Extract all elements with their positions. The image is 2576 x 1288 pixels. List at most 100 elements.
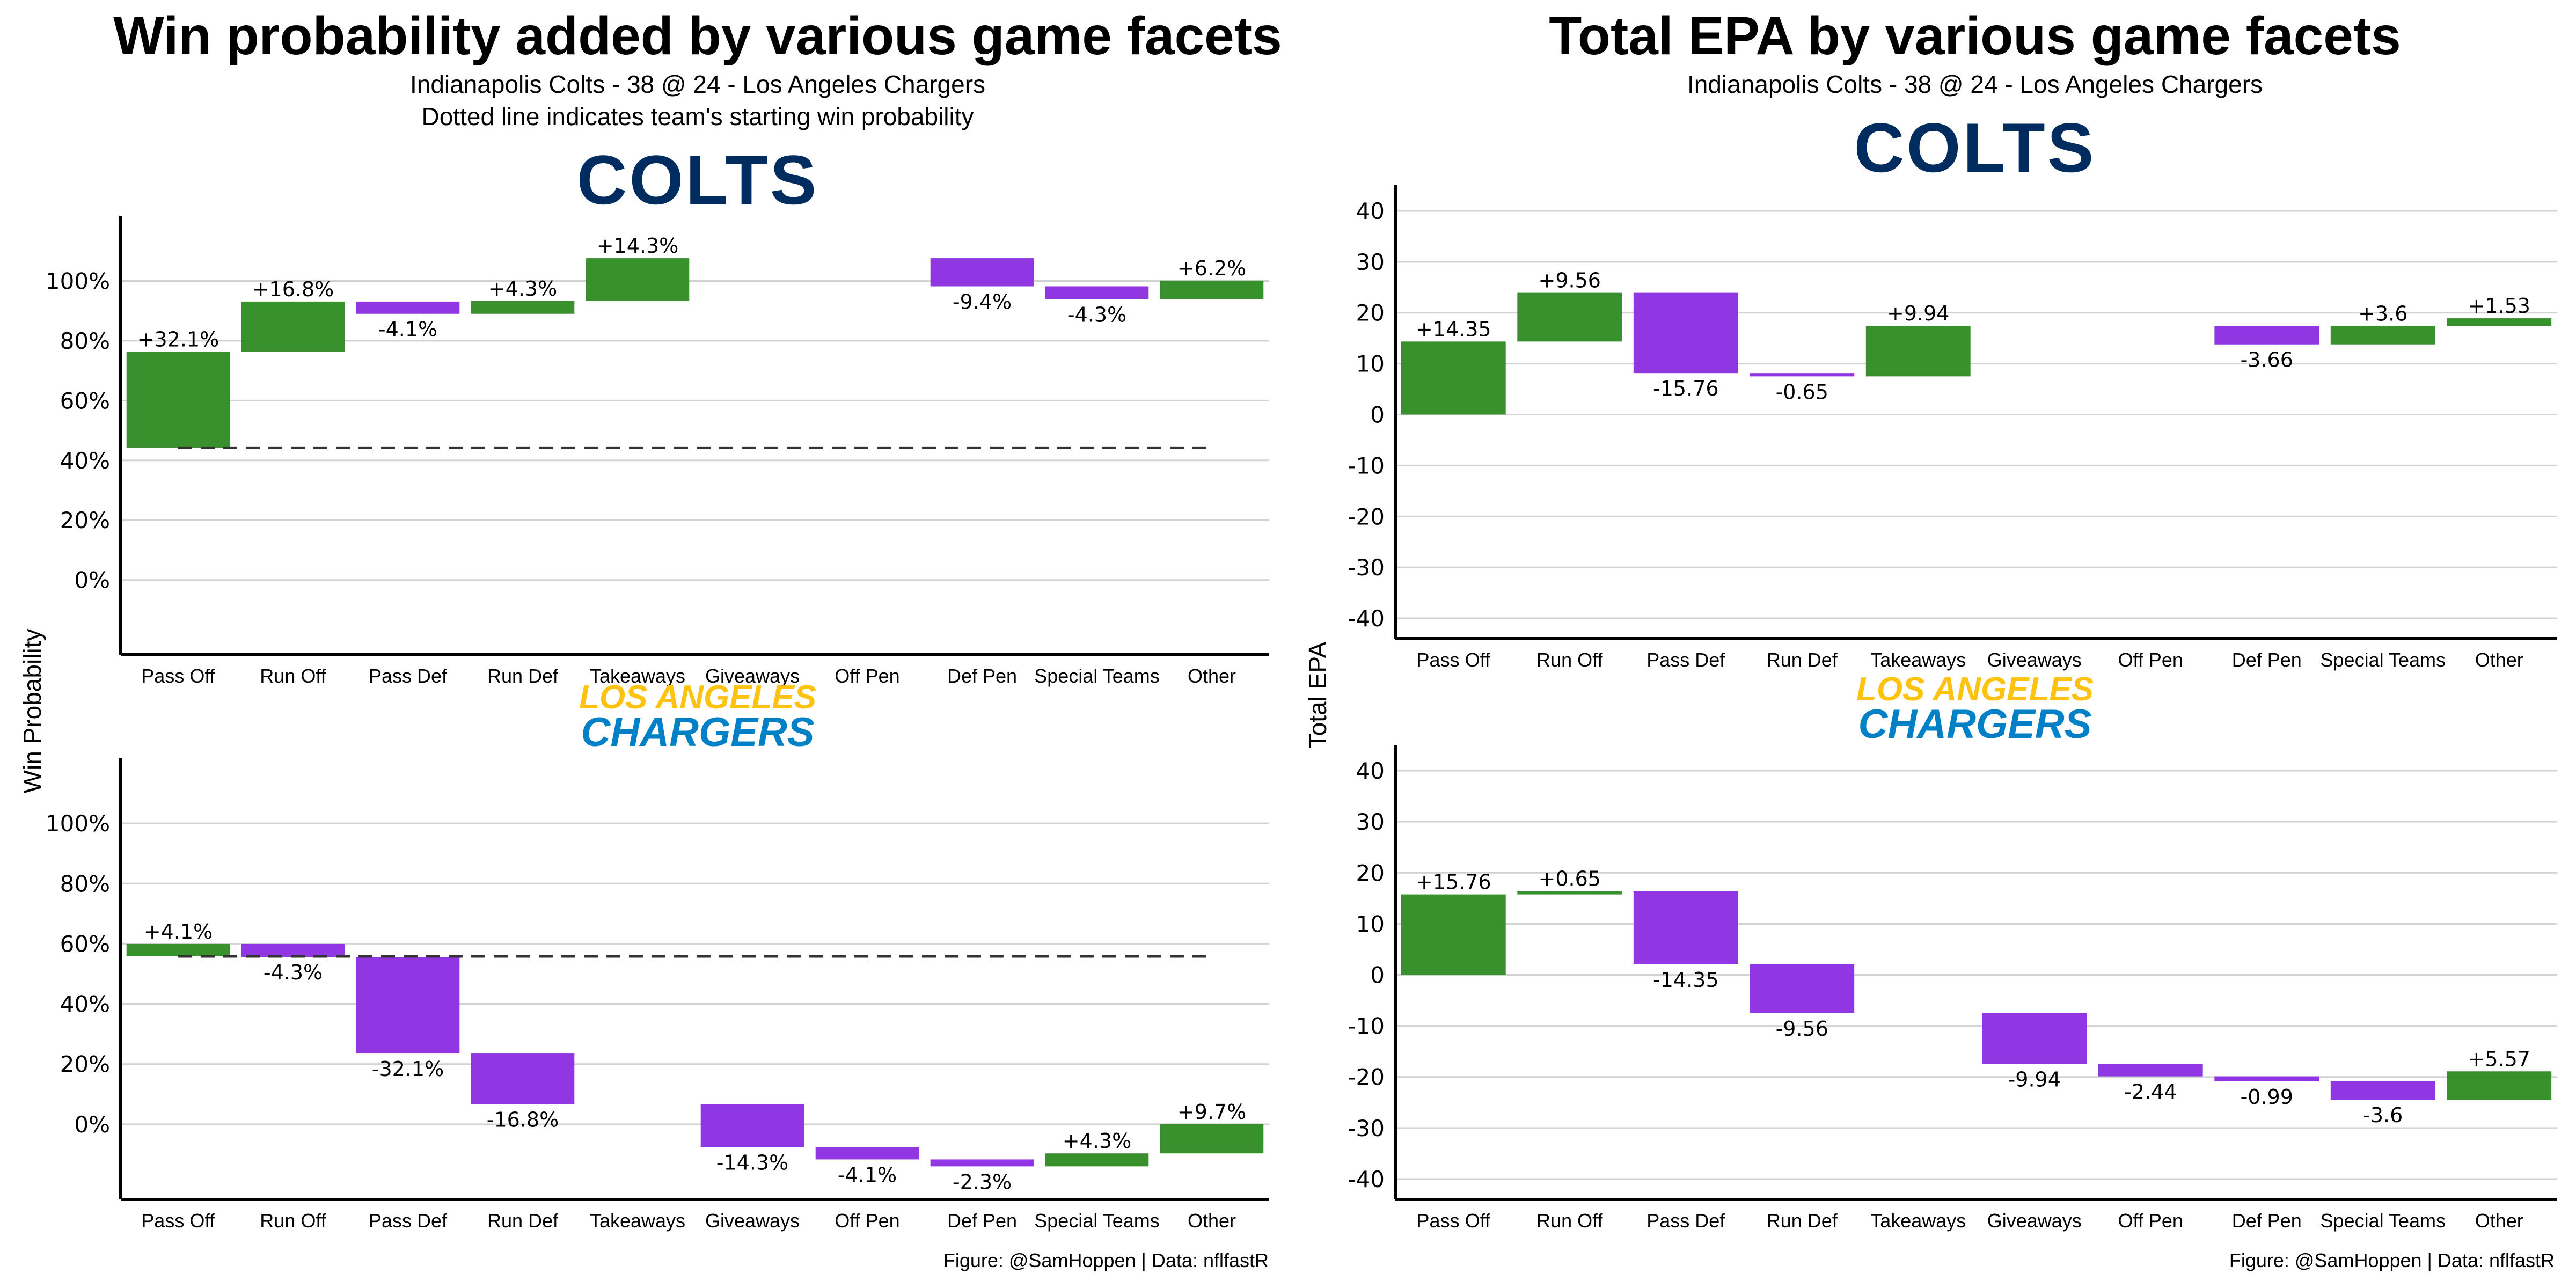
y-tick-label: 0% [74, 567, 110, 594]
waterfall-bar [1045, 286, 1149, 299]
chargers-logo-line2: CHARGERS [581, 709, 815, 755]
y-tick-label: 40 [1356, 198, 1385, 224]
x-tick-label: Other [1188, 665, 1236, 687]
bar-value-label: -0.99 [2241, 1085, 2293, 1109]
waterfall-bar [1045, 1153, 1149, 1167]
waterfall-bar [2214, 1076, 2319, 1082]
waterfall-bar [1865, 326, 1971, 377]
y-tick-label: -40 [1348, 1166, 1385, 1192]
bar-value-label: -9.56 [1776, 1017, 1828, 1041]
waterfall-bar [1982, 1013, 2087, 1064]
left-caption: Figure: @SamHoppen | Data: nflfastR [943, 1249, 1269, 1271]
y-tick-label: 20% [60, 507, 110, 533]
waterfall-bar [1750, 373, 1855, 377]
bar-value-label: +9.94 [1887, 302, 1949, 325]
bar-value-label: -2.44 [2124, 1080, 2177, 1104]
waterfall-bar [586, 258, 690, 301]
x-tick-label: Giveaways [1987, 649, 2082, 671]
x-tick-label: Run Def [487, 1210, 559, 1232]
bar-value-label: -0.65 [1776, 380, 1828, 404]
y-tick-label: 40 [1356, 758, 1385, 784]
x-tick-label: Special Teams [1034, 1210, 1159, 1232]
x-tick-label: Giveaways [705, 665, 800, 687]
x-tick-label: Off Pen [835, 665, 899, 687]
waterfall-bar [1633, 891, 1738, 964]
x-tick-label: Run Def [1767, 1210, 1838, 1232]
bar-value-label: +32.1% [137, 328, 219, 352]
bar-value-label: +14.35 [1416, 317, 1491, 341]
y-tick-label: 80% [60, 328, 110, 354]
bar-value-label: -14.3% [716, 1151, 788, 1174]
waterfall-bar [1401, 341, 1506, 415]
waterfall-bar [356, 301, 460, 314]
bar-value-label: -4.3% [264, 961, 323, 984]
x-tick-label: Pass Off [1417, 1210, 1491, 1232]
chargers-logo-line1: LOS ANGELES [579, 679, 816, 716]
waterfall-bar [241, 943, 345, 957]
left-chart-subtitle: Indianapolis Colts - 38 @ 24 - Los Angel… [409, 70, 986, 98]
bar-value-label: -9.94 [2008, 1067, 2061, 1091]
x-tick-label: Other [2475, 1210, 2523, 1232]
x-tick-label: Pass Def [1646, 1210, 1725, 1232]
waterfall-bar [815, 1147, 919, 1160]
bar-value-label: +14.3% [597, 234, 679, 258]
bar-value-label: +5.57 [2468, 1047, 2530, 1071]
x-tick-label: Def Pen [2232, 1210, 2302, 1232]
x-tick-label: Other [2475, 649, 2523, 671]
waterfall-bar [1160, 280, 1264, 299]
y-tick-label: -30 [1348, 1115, 1385, 1141]
waterfall-bar [2214, 326, 2319, 345]
bar-value-label: +9.56 [1539, 269, 1601, 292]
chargers-logo-line2: CHARGERS [1858, 701, 2092, 747]
x-tick-label: Takeaways [1870, 649, 1966, 671]
y-tick-label: 0 [1370, 402, 1385, 428]
waterfall-bar [930, 1159, 1034, 1167]
waterfall-bar [241, 301, 345, 352]
bar-value-label: -4.3% [1067, 303, 1126, 326]
x-tick-label: Run Off [1536, 1210, 1603, 1232]
bar-value-label: +15.76 [1416, 870, 1491, 894]
y-tick-label: 20 [1356, 300, 1385, 326]
bar-value-label: -15.76 [1653, 377, 1719, 400]
y-tick-label: 0 [1370, 962, 1385, 989]
y-tick-label: 100% [46, 268, 110, 294]
bar-value-label: +0.65 [1539, 867, 1601, 890]
x-tick-label: Pass Off [1417, 649, 1491, 671]
x-tick-label: Takeaways [590, 665, 685, 687]
bar-value-label: +4.1% [144, 920, 213, 943]
y-tick-label: 80% [60, 870, 110, 897]
y-tick-label: 30 [1356, 809, 1385, 835]
bar-value-label: -2.3% [953, 1170, 1012, 1194]
bar-value-label: +9.7% [1177, 1100, 1246, 1124]
waterfall-bar [2330, 326, 2435, 345]
colts-logo: COLTS [1854, 108, 2096, 187]
x-tick-label: Run Off [260, 665, 326, 687]
y-tick-label: 40% [60, 991, 110, 1018]
x-tick-label: Takeaways [1870, 1210, 1966, 1232]
x-tick-label: Run Def [487, 665, 559, 687]
bar-value-label: -3.6 [2363, 1103, 2403, 1127]
y-tick-label: 20% [60, 1051, 110, 1078]
waterfall-bar [126, 352, 230, 448]
bar-value-label: -3.66 [2241, 348, 2293, 372]
x-tick-label: Off Pen [835, 1210, 899, 1232]
x-tick-label: Takeaways [590, 1210, 685, 1232]
waterfall-bar [930, 258, 1034, 287]
left-chart-title: Win probability added by various game fa… [113, 6, 1282, 66]
y-tick-label: 0% [74, 1111, 110, 1138]
y-tick-label: -30 [1348, 554, 1385, 581]
x-tick-label: Pass Def [1646, 649, 1725, 671]
x-tick-label: Pass Off [141, 665, 215, 687]
colts-logo: COLTS [577, 141, 819, 219]
bar-value-label: +16.8% [252, 277, 334, 301]
bar-value-label: +4.3% [1063, 1129, 1131, 1153]
right-caption: Figure: @SamHoppen | Data: nflfastR [2229, 1249, 2555, 1271]
x-tick-label: Run Def [1767, 649, 1838, 671]
x-tick-label: Def Pen [947, 665, 1017, 687]
y-tick-label: 10 [1356, 351, 1385, 377]
chargers-logo-line1: LOS ANGELES [1856, 671, 2094, 708]
waterfall-bar [2447, 318, 2552, 326]
left-chart-subtitle-note: Dotted line indicates team's starting wi… [421, 103, 974, 130]
waterfall-bar [2447, 1071, 2552, 1100]
